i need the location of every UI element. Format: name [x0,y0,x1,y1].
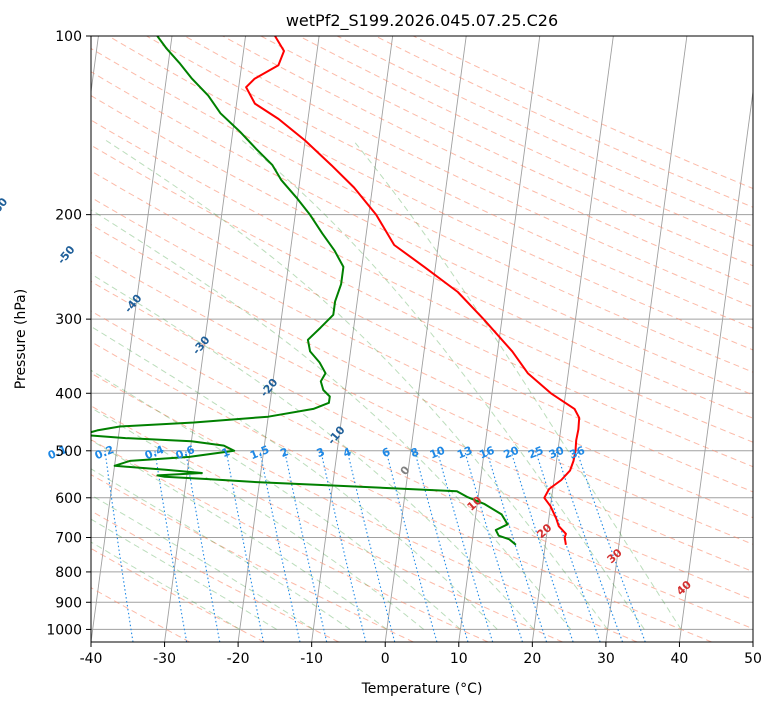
dry-adiabat-line [91,144,753,468]
isotherm-line [91,36,173,642]
moist-adiabat-line [91,209,572,630]
mixing-ratio-line [346,450,396,642]
dry-adiabat-line [91,170,753,493]
x-tick-label: -30 [153,651,176,667]
dry-adiabat-line [91,280,753,601]
background-lines [91,36,753,642]
isotherm-line [678,88,753,642]
y-tick-label: 400 [55,386,82,402]
mixing-ratio-line [259,450,301,642]
moist-adiabat-line [91,273,535,630]
mixing-ratio-label: 8 [409,445,421,460]
mixing-ratio-line [385,450,438,642]
x-axis-title: Temperature (°C) [361,681,483,697]
dry-adiabat-line [146,36,753,329]
y-tick-label: 300 [55,312,82,328]
mixing-ratio-label: 30 [547,444,566,462]
mixing-ratio-label: 10 [428,444,447,462]
dry-adiabat-line [91,372,638,642]
chart-title: wetPf2_S199.2026.045.07.25.C26 [286,11,558,31]
x-tick-label: 40 [671,651,689,667]
isotherm-line [458,36,541,642]
axes: -40 -30 -20 -10 0 10 20 30 40 50 1000 900 800 700 600 5… [46,29,762,667]
isotherm-line [237,36,320,642]
x-tick-label: -10 [300,651,323,667]
data-lines [91,36,581,546]
mixing-ratio-label: 25 [526,444,545,462]
dry-adiabat-line [91,71,753,396]
x-tick-label: -40 [80,651,103,667]
dry-adiabat-label: -60 [0,195,11,219]
x-tick-label: 10 [450,651,468,667]
mixing-ratio-line [510,450,574,642]
mixing-ratio-label: 3 [315,445,327,460]
isotherm-line [164,36,247,642]
moist-adiabat-line [91,369,461,630]
mixing-ratio-line [555,450,624,642]
mixing-ratio-label: 16 [477,444,496,462]
mixing-ratio-label: 36 [568,444,587,462]
y-tick-label: 700 [55,531,82,547]
mixing-ratio-label: 20 [502,444,521,462]
y-tick-label: 200 [55,208,82,224]
mixing-ratio-line [576,450,646,642]
moist-adiabat-line [91,494,314,630]
mixing-ratio-label: 13 [455,444,474,462]
dry-adiabat-line [91,196,753,519]
moist-adiabat-line [241,140,645,630]
mixing-ratio-line [535,450,601,642]
y-tick-label: 800 [55,565,82,581]
x-tick-label: -20 [227,651,250,667]
dry-adiabat-line [91,95,753,419]
isotherm-line [384,36,467,642]
mixing-ratio-line [486,450,548,642]
mixing-ratio-label: 1 [220,445,232,460]
moist-adiabat-line [91,468,351,630]
series-dewpoint-line [91,36,517,546]
y-tick-label: 500 [55,444,82,460]
x-tick-label: 50 [744,651,762,667]
mixing-ratio-line [225,450,265,642]
series-temperature-line [245,36,581,545]
dry-adiabat-line [91,510,340,642]
x-tick-label: 30 [597,651,615,667]
mixing-ratio-line [464,450,524,642]
y-axis-title: Pressure (hPa) [13,289,29,389]
dry-adiabat-line [91,405,563,642]
x-tick-label: 0 [381,651,390,667]
y-tick-label: 1000 [46,622,82,638]
y-tick-label: 600 [55,491,82,507]
y-tick-label: 100 [55,29,82,45]
dry-adiabat-line [91,547,265,642]
dry-adiabat-line [91,310,753,630]
x-tick-label: 20 [523,651,541,667]
plot-area [91,36,753,642]
mixing-ratio-line [414,450,469,642]
moist-adiabat-line [91,439,388,630]
mixing-ratio-label: 2 [278,445,290,460]
dry-adiabat-line [91,224,753,545]
mixing-ratio-line [320,450,367,642]
plot-frame [90,35,754,643]
mixing-ratio-line [436,450,494,642]
y-tick-label: 900 [55,595,82,611]
dry-adiabat-line [108,36,753,351]
moist-adiabat-line [91,407,425,630]
isotherm-line [605,36,688,642]
dry-adiabat-line [222,36,753,287]
mixing-ratio-line [284,450,328,642]
